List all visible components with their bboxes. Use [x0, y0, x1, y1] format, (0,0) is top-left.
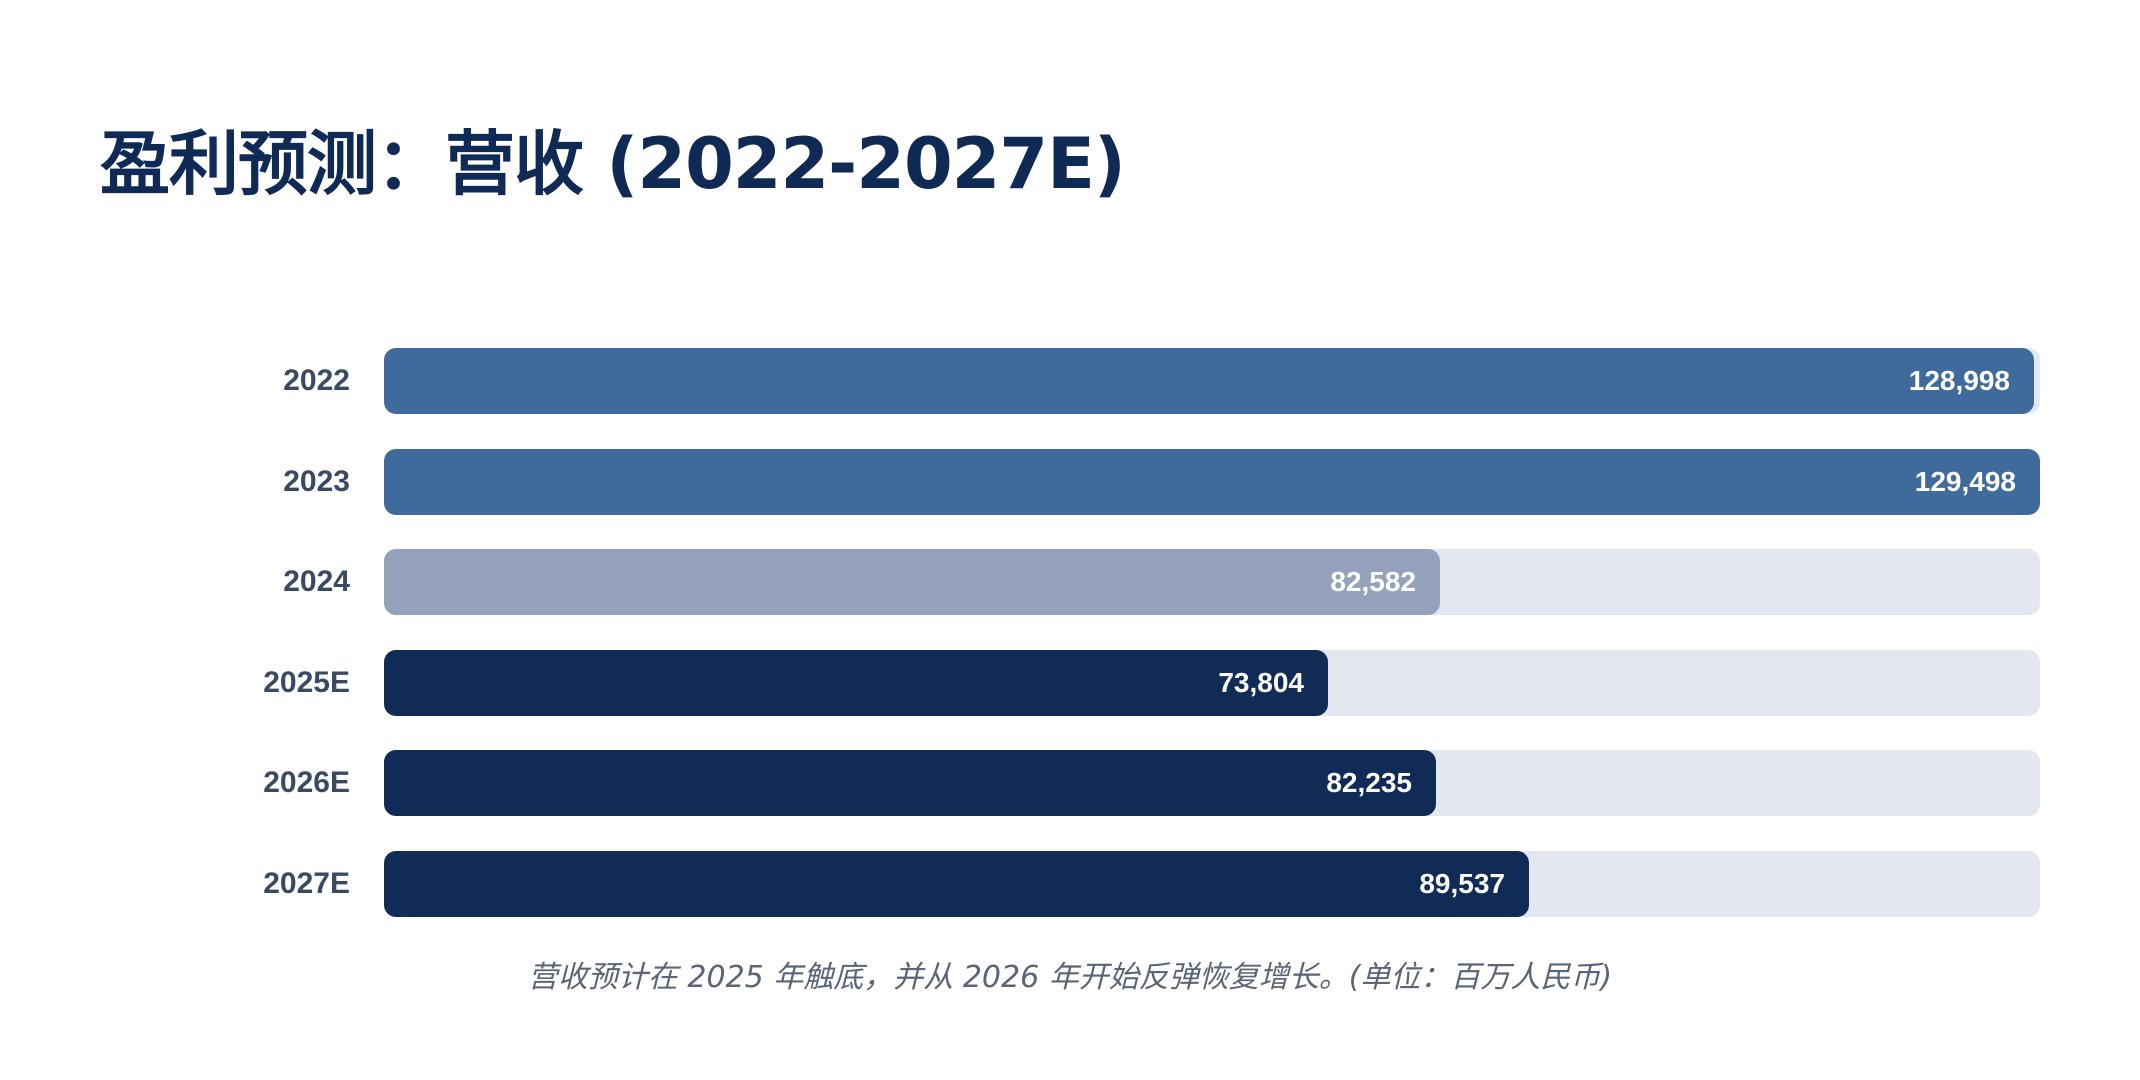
bar-track: 82,235	[384, 750, 2040, 816]
category-label: 2023	[283, 465, 350, 498]
bar-value-label: 82,235	[1326, 767, 1412, 798]
bar-track: 73,804	[384, 650, 2040, 716]
bar-value-label: 82,582	[1330, 566, 1416, 597]
bar-value-label: 73,804	[1218, 667, 1304, 698]
bar: 73,804	[384, 650, 1328, 716]
bar-track: 82,582	[384, 549, 2040, 615]
bar-value-label: 128,998	[1908, 365, 2010, 396]
category-label: 2027E	[263, 867, 350, 900]
bar: 82,582	[384, 549, 1440, 615]
chart-title: 盈利预测：营收 (2022-2027E)	[100, 123, 1126, 205]
bar: 128,998	[384, 348, 2034, 414]
bar-track: 89,537	[384, 851, 2040, 917]
category-label: 2026E	[263, 766, 350, 799]
bar-track: 128,998	[384, 348, 2040, 414]
bar-value-label: 89,537	[1419, 868, 1505, 899]
bar: 129,498	[384, 449, 2040, 515]
category-label: 2025E	[263, 666, 350, 699]
bar-value-label: 129,498	[1914, 466, 2016, 497]
bar-track: 129,498	[384, 449, 2040, 515]
chart-footnote: 营收预计在 2025 年触底，并从 2026 年开始反弹恢复增长。(单位：百万人…	[527, 960, 1613, 995]
category-label: 2022	[283, 364, 350, 397]
category-label: 2024	[283, 565, 350, 598]
bar: 82,235	[384, 750, 1436, 816]
bar: 89,537	[384, 851, 1529, 917]
